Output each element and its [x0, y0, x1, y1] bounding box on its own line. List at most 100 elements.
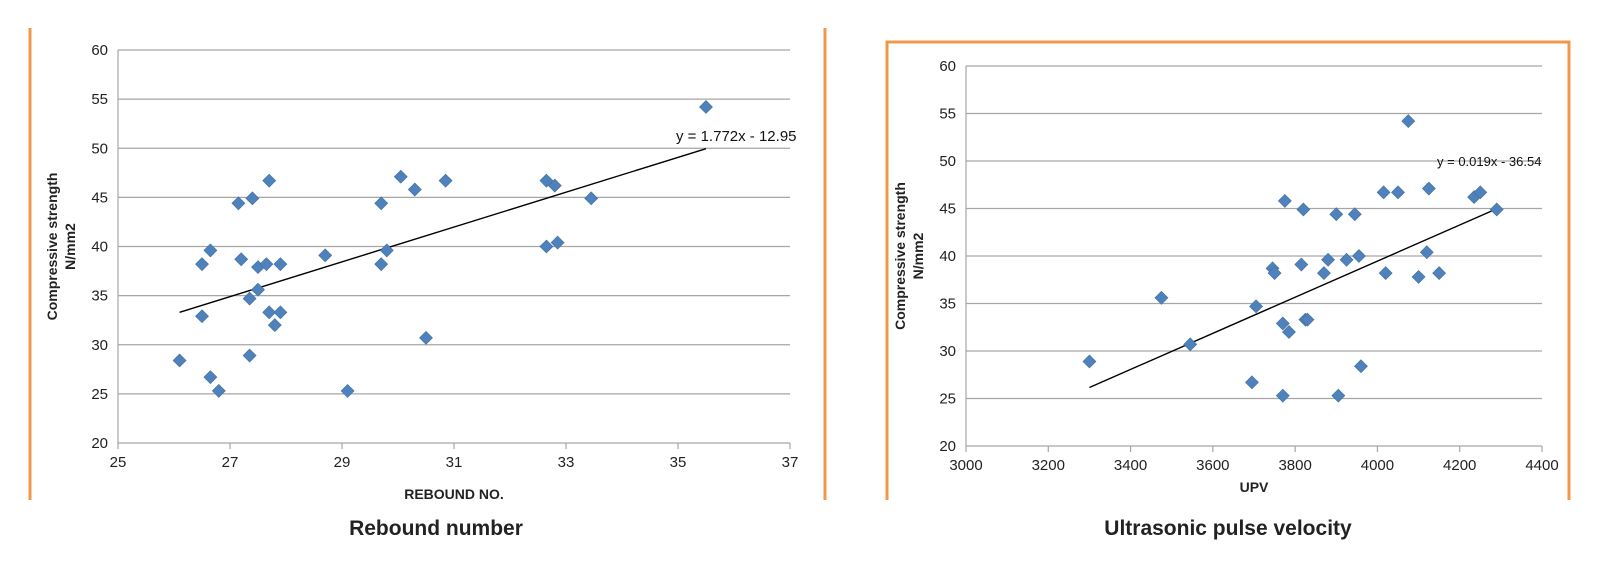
upv-caption: Ultrasonic pulse velocity: [1104, 517, 1352, 540]
data-point: [1321, 252, 1335, 267]
trendline: [179, 148, 707, 314]
data-point: [1354, 359, 1368, 374]
y-tick-label: 35: [939, 296, 956, 313]
data-point: [393, 169, 408, 184]
data-point: [1411, 269, 1426, 284]
data-point: [1275, 316, 1290, 331]
y-tick-label: 30: [939, 343, 956, 360]
data-point: [550, 235, 565, 250]
x-tick-label: 4200: [1443, 457, 1476, 474]
x-tick-label: 3400: [1114, 457, 1147, 474]
data-point: [1401, 114, 1416, 129]
data-point: [1331, 388, 1346, 403]
trendline: [1089, 208, 1498, 389]
data-point: [1473, 185, 1488, 200]
y-tick-label: 40: [91, 239, 108, 256]
x-tick-label: 3200: [1032, 457, 1065, 474]
data-point: [245, 191, 260, 206]
y-tick-label: 45: [91, 189, 108, 206]
data-point: [262, 173, 277, 188]
x-tick-label: 25: [110, 454, 127, 471]
y-tick-label: 30: [91, 337, 108, 354]
data-point: [1489, 202, 1504, 217]
y-tick-label: 55: [939, 106, 956, 123]
data-point: [1432, 266, 1447, 281]
x-tick-label: 3000: [949, 457, 982, 474]
y-axis-title: Compressive strength N/mm2: [44, 173, 78, 321]
y-tick-label: 50: [91, 140, 108, 157]
data-point: [340, 384, 355, 398]
data-point: [1378, 266, 1393, 281]
data-point: [251, 282, 265, 297]
data-point: [539, 239, 554, 254]
data-point: [419, 330, 433, 345]
data-point: [273, 257, 288, 272]
x-axis-title: REBOUND NO.: [404, 486, 504, 502]
data-point: [1347, 207, 1362, 222]
x-axis-title: UPV: [1240, 479, 1269, 495]
trendline-equation: y = 0.019x - 36.54: [1437, 154, 1541, 169]
y-tick-label: 60: [939, 58, 956, 75]
data-point: [259, 257, 274, 272]
y-tick-label: 35: [91, 288, 108, 305]
data-point: [203, 243, 218, 258]
data-point: [438, 173, 453, 188]
data-point: [407, 182, 422, 197]
data-point: [374, 257, 389, 272]
data-point: [1154, 290, 1169, 305]
data-point: [1245, 375, 1259, 390]
y-tick-label: 60: [91, 42, 108, 59]
data-point: [584, 191, 599, 206]
y-tick-label: 55: [91, 91, 108, 108]
data-point: [234, 252, 249, 267]
data-point: [203, 370, 218, 385]
trendline-equation: y = 1.772x - 12.95: [676, 128, 797, 145]
data-point: [1339, 252, 1354, 267]
x-tick-label: 31: [446, 454, 463, 471]
data-point: [379, 243, 394, 258]
data-point: [1277, 193, 1292, 208]
data-point: [1351, 249, 1366, 263]
data-point: [1300, 312, 1315, 327]
x-tick-label: 27: [222, 454, 239, 471]
y-tick-label: 20: [939, 438, 956, 455]
data-point: [318, 248, 333, 263]
data-point: [242, 348, 257, 363]
data-point: [211, 384, 226, 398]
y-axis-title: Compressive strength N/mm2: [892, 182, 926, 330]
data-point: [1317, 266, 1331, 281]
upv-frame: [885, 40, 1571, 500]
data-point: [242, 291, 257, 306]
x-tick-label: 3600: [1196, 457, 1229, 474]
data-point: [1275, 388, 1290, 403]
data-point: [547, 178, 562, 193]
data-point: [1419, 245, 1434, 260]
y-tick-label: 45: [939, 201, 956, 218]
x-tick-label: 3800: [1278, 457, 1311, 474]
x-tick-label: 37: [782, 454, 799, 471]
y-tick-label: 50: [939, 153, 956, 170]
data-point: [1296, 202, 1311, 217]
upv-chart: 20 25 30 35 40 45 50 55 60 3000 3200 3400 3600 3800 40…: [885, 40, 1571, 540]
data-point: [1282, 325, 1296, 339]
data-point: [1249, 299, 1263, 314]
data-point: [172, 353, 187, 368]
data-point: [1183, 337, 1198, 352]
data-point: [1329, 207, 1344, 222]
rebound-caption: Rebound number: [349, 517, 523, 540]
data-point: [1421, 181, 1436, 196]
data-point: [273, 305, 288, 320]
data-point: [1082, 354, 1097, 369]
y-tick-label: 40: [939, 248, 956, 265]
data-point: [1376, 185, 1391, 200]
data-point: [1391, 185, 1405, 200]
data-point: [1294, 257, 1309, 272]
x-tick-label: 4000: [1361, 457, 1394, 474]
y-tick-label: 25: [939, 391, 956, 408]
data-point: [374, 196, 389, 211]
x-tick-label: 29: [334, 454, 351, 471]
data-point: [267, 318, 282, 333]
